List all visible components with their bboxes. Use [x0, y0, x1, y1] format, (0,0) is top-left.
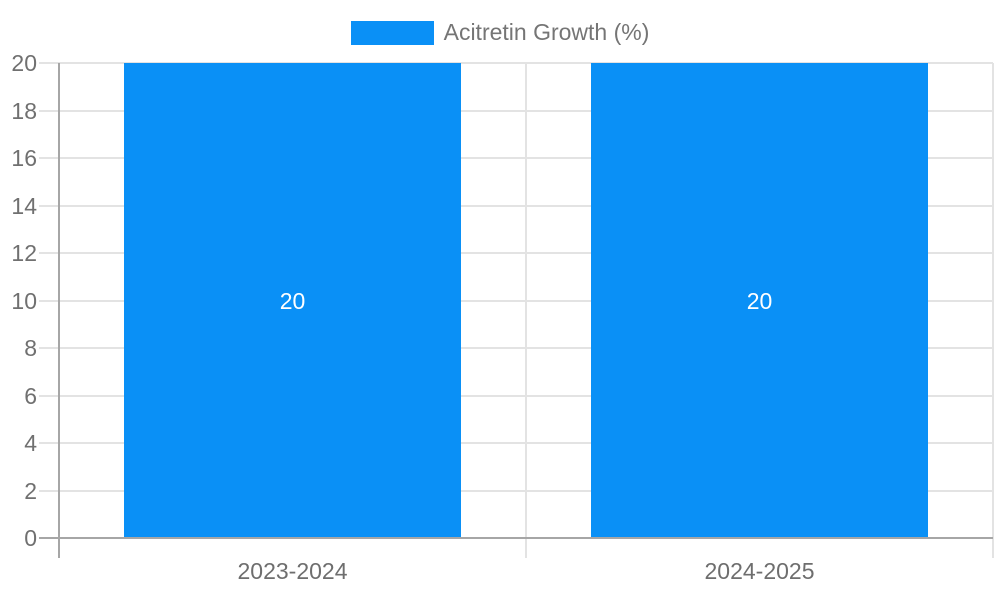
y-tick-label: 0	[24, 525, 37, 551]
y-tick-label: 14	[11, 193, 37, 219]
bar-2024-2025[interactable]	[591, 63, 928, 538]
legend: Acitretin Growth (%)	[0, 19, 1000, 46]
category-divider	[525, 63, 527, 558]
legend-swatch	[350, 20, 434, 45]
bar-value-label: 20	[279, 288, 306, 314]
x-category-label: 2024-2025	[704, 558, 815, 584]
bar-value-label: 20	[746, 288, 773, 314]
y-tick-label: 18	[11, 98, 37, 124]
y-axis-line	[58, 63, 60, 558]
y-tick-label: 20	[11, 50, 37, 76]
bar-2023-2024[interactable]	[124, 63, 461, 538]
y-tick-label: 8	[24, 335, 37, 361]
x-category-label: 2023-2024	[237, 558, 348, 584]
category-divider	[992, 63, 994, 558]
y-tick-label: 6	[24, 383, 37, 409]
legend-label: Acitretin Growth (%)	[443, 19, 650, 45]
y-tick-label: 10	[11, 288, 37, 314]
y-tick-label: 2	[24, 478, 37, 504]
y-tick-label: 16	[11, 145, 37, 171]
y-tick-label: 12	[11, 240, 37, 266]
y-tick-label: 4	[24, 430, 37, 456]
